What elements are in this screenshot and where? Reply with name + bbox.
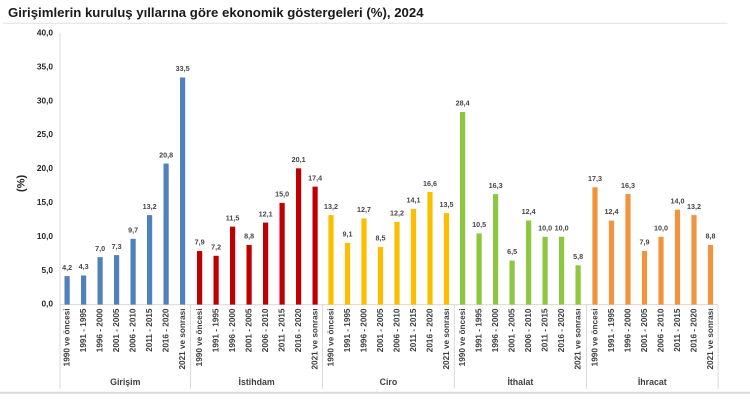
svg-text:1990 ve öncesi: 1990 ve öncesi — [458, 308, 467, 366]
svg-text:15,0: 15,0 — [37, 197, 54, 207]
svg-text:Girişimlerin kuruluş yıllarına: Girişimlerin kuruluş yıllarına göre ekon… — [8, 5, 424, 20]
svg-text:7,9: 7,9 — [195, 238, 205, 247]
svg-text:20,8: 20,8 — [159, 150, 173, 159]
svg-text:12,7: 12,7 — [357, 205, 371, 214]
svg-text:7,0: 7,0 — [95, 244, 105, 253]
svg-text:1991 - 1995: 1991 - 1995 — [212, 308, 221, 352]
svg-text:12,4: 12,4 — [605, 207, 619, 216]
svg-text:2001 - 2005: 2001 - 2005 — [508, 308, 517, 352]
svg-text:4,3: 4,3 — [79, 262, 89, 271]
svg-text:7,2: 7,2 — [211, 243, 221, 252]
svg-text:2016 - 2020: 2016 - 2020 — [294, 308, 303, 352]
svg-text:11,5: 11,5 — [226, 213, 240, 222]
svg-text:1996 - 2000: 1996 - 2000 — [491, 308, 500, 352]
svg-text:9,7: 9,7 — [128, 226, 138, 235]
svg-text:İthalat: İthalat — [507, 377, 533, 387]
svg-text:1991 - 1995: 1991 - 1995 — [475, 308, 484, 352]
svg-text:Girişim: Girişim — [110, 377, 140, 387]
svg-text:1990 ve öncesi: 1990 ve öncesi — [591, 309, 600, 367]
svg-text:2011 - 2015: 2011 - 2015 — [278, 308, 287, 352]
svg-text:2021 ve sonrası: 2021 ve sonrası — [706, 309, 715, 370]
svg-text:2011 - 2015: 2011 - 2015 — [541, 308, 550, 352]
svg-text:2021 ve sonrası: 2021 ve sonrası — [574, 309, 583, 370]
svg-text:12,1: 12,1 — [259, 209, 273, 218]
svg-text:1996 - 2000: 1996 - 2000 — [360, 308, 369, 352]
svg-text:2016 - 2020: 2016 - 2020 — [426, 308, 435, 352]
svg-text:9,1: 9,1 — [343, 230, 353, 239]
svg-text:2016 - 2020: 2016 - 2020 — [690, 308, 699, 352]
svg-text:16,3: 16,3 — [621, 181, 635, 190]
svg-text:İstihdam: İstihdam — [239, 377, 275, 387]
svg-text:1996 - 2000: 1996 - 2000 — [228, 308, 237, 352]
svg-text:10,0: 10,0 — [555, 224, 569, 233]
svg-text:17,3: 17,3 — [588, 174, 602, 183]
svg-text:1990 ve öncesi: 1990 ve öncesi — [327, 309, 336, 367]
svg-text:30,0: 30,0 — [37, 95, 54, 105]
svg-text:14,0: 14,0 — [671, 196, 685, 205]
svg-text:16,6: 16,6 — [423, 179, 437, 188]
svg-text:2006 - 2010: 2006 - 2010 — [657, 308, 666, 352]
svg-text:1996 - 2000: 1996 - 2000 — [624, 308, 633, 352]
svg-text:(%): (%) — [16, 175, 28, 192]
svg-text:10,0: 10,0 — [538, 224, 552, 233]
svg-text:2011 - 2015: 2011 - 2015 — [145, 308, 154, 352]
svg-text:10,0: 10,0 — [37, 231, 54, 241]
svg-text:6,5: 6,5 — [507, 247, 517, 256]
svg-text:7,3: 7,3 — [112, 242, 122, 251]
svg-text:2016 - 2020: 2016 - 2020 — [162, 308, 171, 352]
svg-text:2001 - 2005: 2001 - 2005 — [245, 308, 254, 352]
svg-text:10,0: 10,0 — [654, 224, 668, 233]
svg-text:8,8: 8,8 — [706, 232, 716, 241]
svg-text:8,8: 8,8 — [244, 232, 254, 241]
svg-text:40,0: 40,0 — [37, 28, 54, 38]
svg-text:13,5: 13,5 — [440, 200, 454, 209]
svg-text:2006 - 2010: 2006 - 2010 — [129, 308, 138, 352]
svg-text:1991 - 1995: 1991 - 1995 — [79, 308, 88, 352]
svg-text:5,8: 5,8 — [573, 252, 583, 261]
svg-text:7,9: 7,9 — [640, 238, 650, 247]
svg-text:1990 ve öncesi: 1990 ve öncesi — [195, 309, 204, 367]
svg-text:4,2: 4,2 — [62, 263, 72, 272]
svg-text:2011 - 2015: 2011 - 2015 — [673, 308, 682, 352]
svg-text:12,4: 12,4 — [522, 207, 536, 216]
svg-text:2006 - 2010: 2006 - 2010 — [261, 308, 270, 352]
svg-text:15,0: 15,0 — [275, 190, 289, 199]
svg-text:1996 - 2000: 1996 - 2000 — [96, 308, 105, 352]
svg-text:16,3: 16,3 — [489, 181, 503, 190]
svg-text:2006 - 2010: 2006 - 2010 — [393, 308, 402, 352]
svg-text:2001 - 2005: 2001 - 2005 — [376, 308, 385, 352]
svg-text:20,1: 20,1 — [292, 155, 306, 164]
svg-text:13,2: 13,2 — [324, 202, 338, 211]
svg-text:5,0: 5,0 — [41, 265, 53, 275]
svg-text:2021 ve sonrası: 2021 ve sonrası — [311, 309, 320, 370]
svg-text:2001 - 2005: 2001 - 2005 — [640, 308, 649, 352]
svg-text:2021 ve sonrası: 2021 ve sonrası — [442, 309, 451, 370]
svg-text:2016 - 2020: 2016 - 2020 — [557, 308, 566, 352]
svg-text:0,0: 0,0 — [41, 299, 53, 309]
svg-text:Ciro: Ciro — [380, 377, 398, 387]
svg-text:8,5: 8,5 — [376, 234, 386, 243]
svg-text:10,5: 10,5 — [472, 220, 486, 229]
svg-text:1990 ve öncesi: 1990 ve öncesi — [63, 309, 72, 367]
svg-text:28,4: 28,4 — [456, 99, 470, 108]
svg-text:33,5: 33,5 — [176, 64, 190, 73]
svg-text:17,4: 17,4 — [308, 173, 322, 182]
svg-text:13,2: 13,2 — [687, 202, 701, 211]
svg-text:1991 - 1995: 1991 - 1995 — [607, 308, 616, 352]
svg-text:2001 - 2005: 2001 - 2005 — [112, 308, 121, 352]
svg-text:2006 - 2010: 2006 - 2010 — [524, 308, 533, 352]
svg-text:35,0: 35,0 — [37, 61, 54, 71]
svg-text:2021 ve sonrası: 2021 ve sonrası — [178, 309, 187, 370]
svg-text:20,0: 20,0 — [37, 163, 54, 173]
svg-text:12,2: 12,2 — [390, 209, 404, 218]
svg-text:2011 - 2015: 2011 - 2015 — [409, 308, 418, 352]
svg-text:25,0: 25,0 — [37, 129, 54, 139]
svg-text:13,2: 13,2 — [143, 202, 157, 211]
svg-text:14,1: 14,1 — [407, 196, 421, 205]
svg-text:1991 - 1995: 1991 - 1995 — [343, 308, 352, 352]
svg-text:İhracat: İhracat — [638, 377, 667, 387]
